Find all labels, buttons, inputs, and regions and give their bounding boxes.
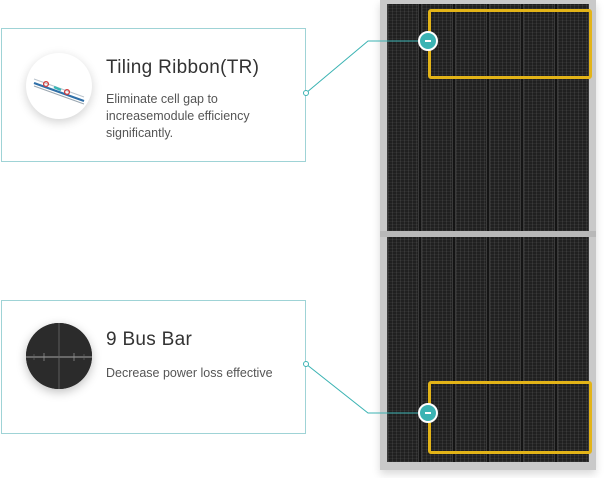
feature-card-bus-bar: 9 Bus Bar Decrease power loss effective [1,300,306,434]
feature-description: Decrease power loss effective [106,366,273,380]
panel-lower-half [387,237,589,462]
feature-title: 9 Bus Bar [106,329,193,350]
cell-string [455,237,487,462]
cell-string [523,4,555,231]
cell-string [489,4,521,231]
bus-bar-cell-icon [26,323,92,389]
feature-title: Tiling Ribbon(TR) [106,57,260,78]
cell-string [523,237,555,462]
cell-string [557,237,589,462]
minus-marker-icon[interactable] [418,403,438,423]
feature-card-tiling-ribbon: Tiling Ribbon(TR) Eliminate cell gap to … [1,28,306,162]
cell-string [387,237,419,462]
tiling-ribbon-highlight-box [428,9,592,79]
cell-string [421,237,453,462]
feature-description: Eliminate cell gap to increasemodule eff… [106,92,250,140]
minus-marker-icon[interactable] [418,31,438,51]
cell-string [455,4,487,231]
cell-string [557,4,589,231]
cell-string [489,237,521,462]
bus-bar-highlight-box [428,381,592,454]
tiling-ribbon-icon [26,53,92,119]
panel-junction-strip [380,231,596,237]
cell-string [387,4,419,231]
